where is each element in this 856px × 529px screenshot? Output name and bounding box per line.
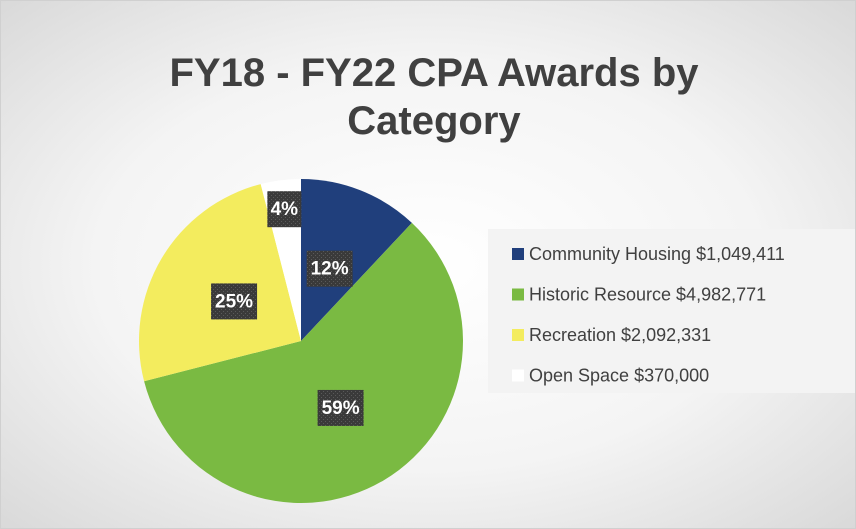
pie-slice [301,179,412,341]
data-label: 12% [311,259,349,280]
data-label-box [317,389,364,426]
legend-swatch [512,329,524,341]
pie-slice [144,222,463,503]
data-label-box [211,283,258,320]
legend-label: Recreation $2,092,331 [529,325,711,345]
legend-swatch [512,248,524,260]
data-label-box [306,250,353,287]
legend-label: Open Space $370,000 [529,365,709,385]
data-label: 59% [322,398,360,419]
data-label-box [267,191,302,228]
legend-label: Community Housing $1,049,411 [529,244,785,264]
legend-box [488,229,855,393]
legend-swatch [512,369,524,382]
legend-swatch [512,288,524,301]
chart-title: FY18 - FY22 CPA Awards by Category [169,51,699,143]
data-label: 25% [215,291,253,312]
legend-label: Historic Resource $4,982,771 [529,284,766,304]
pie-slice [138,184,301,382]
data-label: 4% [271,199,299,220]
